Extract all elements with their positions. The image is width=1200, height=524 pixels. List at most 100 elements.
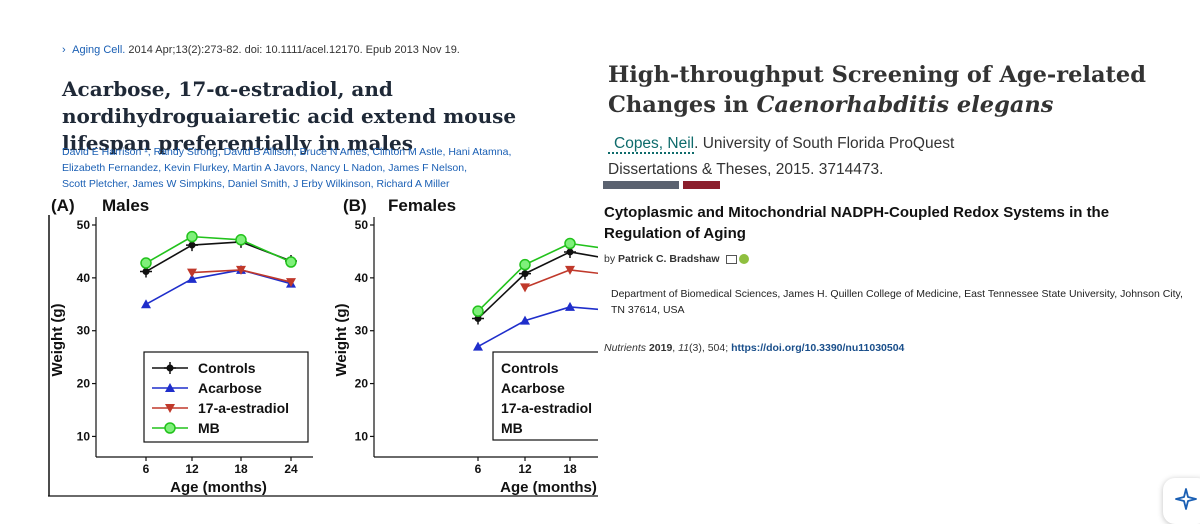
y-tick-label: 50 (355, 218, 369, 232)
chart-panel-2: (B)Females10203040506121824Age (months)W… (333, 196, 598, 496)
author-line-2[interactable]: Elizabeth Fernandez, Kevin Flurkey, Mart… (62, 162, 468, 174)
legend-marker (165, 383, 175, 392)
thesis-author-link[interactable]: Copes, Neil (608, 135, 695, 154)
series-controls (472, 245, 598, 325)
y-tick-label: 10 (355, 429, 369, 443)
legend-label: 17-a-estradiol (501, 400, 592, 416)
series-acarbose (473, 301, 598, 351)
series-segment (477, 264, 526, 312)
journal-link[interactable]: Aging Cell. (72, 44, 126, 56)
data-point (564, 237, 576, 250)
thesis-source-2: Dissertations & Theses, 2015. 3714473. (608, 161, 884, 178)
journal-name: Nutrients (604, 342, 647, 354)
mail-icon[interactable] (726, 254, 738, 264)
thesis-title: High-throughput Screening of Age-related… (608, 60, 1188, 120)
data-point (186, 230, 198, 243)
thesis-meta: Copes, Neil. University of South Florida… (608, 131, 1188, 183)
series-segment (145, 278, 193, 305)
data-point (473, 341, 483, 351)
x-axis-label: Age (months) (170, 479, 267, 496)
sparkle-icon (1175, 488, 1197, 510)
panel-title: Males (102, 196, 149, 215)
y-tick-label: 10 (77, 429, 91, 443)
x-tick-label: 6 (475, 462, 482, 476)
journal-reference: Nutrients 2019, 11(3), 504; https://doi.… (604, 342, 905, 354)
series-segment (569, 242, 598, 249)
data-point (472, 305, 484, 317)
panel-label: (A) (51, 196, 75, 215)
data-point (519, 258, 531, 271)
data-point (565, 301, 575, 311)
legend-marker (164, 422, 176, 434)
legend-label: Acarbose (198, 380, 262, 396)
series-mb (140, 230, 297, 269)
doi-link[interactable]: https://doi.org/10.3390/nu11030504 (731, 342, 905, 354)
thesis-title-species: Caenorhabditis elegans (756, 92, 1054, 118)
article-badges (603, 181, 720, 189)
citation-details: 2014 Apr;13(2):273-82. doi: 10.1111/acel… (128, 44, 460, 56)
series-segment (524, 242, 571, 266)
thesis-title-main: High-throughput Screening of Age-related… (608, 62, 1146, 118)
series-segment (191, 269, 242, 274)
orcid-icon[interactable] (739, 254, 750, 265)
y-tick-label: 50 (77, 218, 91, 232)
y-axis-label: Weight (g) (49, 303, 66, 376)
legend: Controls Acarbose 17-a-estradiol MB (143, 351, 309, 443)
legend-label: Acarbose (501, 380, 565, 396)
series-segment (191, 241, 242, 246)
author-list: David E Harrison ¹, Randy Strong, David … (62, 144, 582, 192)
y-tick-label: 40 (77, 271, 91, 285)
legend-marker (164, 362, 176, 374)
x-tick-label: 12 (518, 462, 532, 476)
data-point (565, 265, 575, 275)
x-tick-label: 6 (143, 462, 150, 476)
series-segment (524, 306, 571, 322)
marker-cross (164, 362, 176, 374)
citation-line: › Aging Cell. 2014 Apr;13(2):273-82. doi… (62, 44, 460, 56)
y-tick-label: 20 (77, 377, 91, 391)
data-point (140, 265, 152, 278)
legend-marker (165, 404, 175, 413)
author-line-1[interactable]: David E Harrison ¹, Randy Strong, David … (62, 146, 512, 158)
data-point (235, 234, 247, 246)
data-point (187, 273, 197, 283)
review-author-link[interactable]: Patrick C. Bradshaw (618, 253, 720, 265)
data-point (187, 268, 197, 278)
series-segment (569, 251, 598, 258)
data-point (236, 265, 246, 275)
paper-title: Acarbose, 17-α-estradiol, and nordihydro… (62, 77, 517, 155)
legend-box (492, 351, 598, 441)
review-title: Cytoplasmic and Mitochondrial NADPH-Coup… (604, 204, 1110, 242)
panel-label: (B) (343, 196, 367, 215)
chart-panel-1: (A) Males 10 20 30 40 50 6 12 18 24 Age (months) Wei… (49, 196, 313, 496)
series-segment (240, 239, 292, 263)
series-segment (145, 235, 193, 264)
legend-label: 17-a-estradiol (198, 400, 289, 416)
legend-label: Controls (198, 360, 256, 376)
byline: by Patrick C. Bradshaw (604, 253, 750, 265)
y-tick-label: 30 (355, 324, 369, 338)
y-tick-label: 40 (355, 271, 369, 285)
series-segment (524, 269, 571, 289)
y-tick-label: 30 (77, 324, 91, 338)
floating-action-button[interactable] (1163, 478, 1200, 524)
charts-svg: (A) Males 10 20 30 40 50 6 12 18 24 Age (months) Wei… (48, 196, 598, 497)
chevron-right-icon[interactable]: › (62, 44, 66, 56)
review-badge (683, 181, 720, 189)
data-point (285, 256, 297, 268)
x-tick-label: 18 (563, 462, 577, 476)
panel-title: Females (388, 196, 456, 215)
series-17-a-estradiol (187, 265, 296, 288)
legend: Controls Acarbose 17-a-estradiol MB (492, 351, 598, 441)
x-axis-label: Age (months) (500, 479, 597, 496)
legend-label: MB (501, 420, 523, 436)
x-tick-label: 18 (234, 462, 248, 476)
series-segment (477, 273, 526, 320)
series-segment (477, 319, 526, 348)
series-segment (240, 269, 292, 283)
author-line-3[interactable]: Scott Pletcher, James W Simpkins, Daniel… (62, 178, 450, 190)
series-segment (569, 306, 598, 311)
weight-charts: (A) Males 10 20 30 40 50 6 12 18 24 Age (months) Wei… (48, 195, 598, 500)
byline-by: by (604, 253, 616, 265)
series-segment (191, 235, 242, 241)
